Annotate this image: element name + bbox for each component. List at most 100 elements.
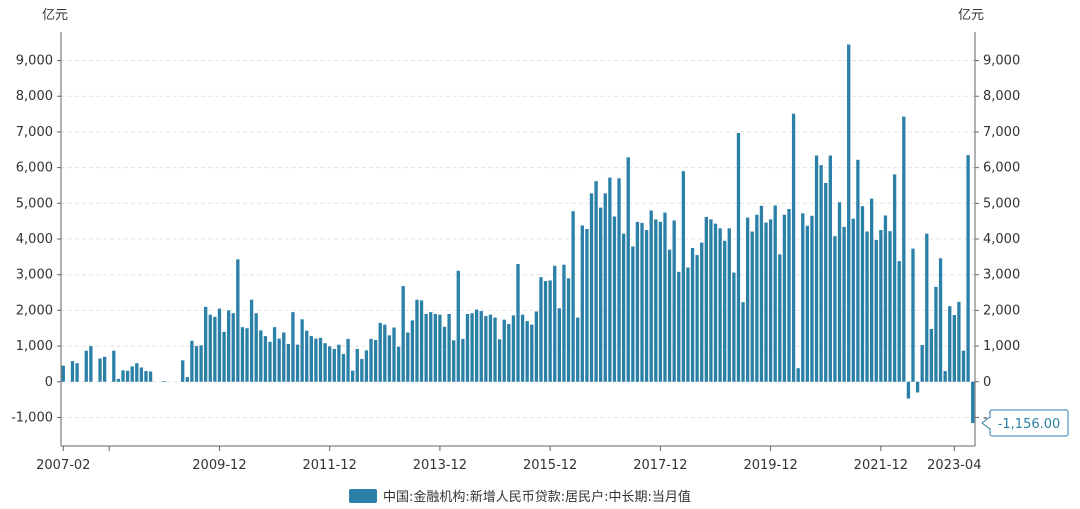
bar[interactable] (814, 155, 819, 382)
bar[interactable] (351, 370, 355, 382)
bar[interactable] (488, 314, 493, 382)
bar[interactable] (516, 263, 520, 382)
bar[interactable] (438, 314, 442, 382)
bar[interactable] (217, 308, 222, 382)
bar[interactable] (750, 231, 754, 382)
bar[interactable] (364, 350, 369, 382)
bar[interactable] (70, 361, 75, 382)
bar[interactable] (626, 157, 630, 382)
bar[interactable] (971, 381, 975, 424)
bar[interactable] (125, 370, 130, 382)
bar[interactable] (755, 214, 759, 382)
bar[interactable] (920, 345, 924, 382)
bar[interactable] (654, 219, 658, 382)
bar[interactable] (713, 223, 718, 382)
bar[interactable] (686, 267, 690, 382)
bar[interactable] (768, 219, 773, 382)
bar[interactable] (208, 314, 212, 382)
bar[interactable] (424, 313, 428, 382)
bar[interactable] (406, 332, 410, 382)
bar[interactable] (883, 215, 888, 382)
bar[interactable] (534, 311, 539, 382)
bar[interactable] (727, 228, 731, 382)
bar[interactable] (667, 249, 672, 382)
bar[interactable] (796, 368, 800, 382)
bar[interactable] (732, 272, 736, 382)
bar[interactable] (617, 178, 621, 382)
bar[interactable] (511, 315, 516, 382)
bar[interactable] (548, 280, 552, 382)
bar[interactable] (199, 345, 203, 382)
bar[interactable] (966, 155, 970, 382)
bar[interactable] (497, 339, 502, 382)
bar[interactable] (833, 236, 837, 382)
bar[interactable] (341, 353, 346, 382)
bar[interactable] (300, 319, 304, 382)
bar[interactable] (222, 331, 226, 382)
bar[interactable] (456, 270, 460, 382)
bar[interactable] (736, 133, 741, 382)
bar[interactable] (911, 248, 915, 382)
bar[interactable] (295, 344, 300, 382)
bar[interactable] (475, 309, 479, 382)
bar[interactable] (249, 299, 254, 382)
bar[interactable] (112, 350, 116, 382)
bar[interactable] (429, 312, 433, 382)
bar[interactable] (608, 177, 612, 382)
bar[interactable] (346, 338, 350, 382)
bar[interactable] (801, 213, 805, 382)
bar[interactable] (116, 378, 121, 382)
bar[interactable] (84, 350, 88, 382)
bar[interactable] (805, 225, 810, 382)
bar[interactable] (181, 360, 185, 382)
bar[interactable] (723, 240, 727, 382)
bar[interactable] (121, 370, 125, 382)
bar[interactable] (837, 202, 842, 382)
bar[interactable] (479, 311, 483, 382)
bar[interactable] (709, 219, 713, 382)
bar[interactable] (557, 308, 561, 382)
bar[interactable] (102, 356, 107, 382)
bar[interactable] (603, 193, 607, 382)
bar[interactable] (493, 317, 497, 382)
bar[interactable] (135, 363, 139, 382)
bar[interactable] (484, 316, 488, 382)
bar[interactable] (672, 220, 676, 382)
bar[interactable] (144, 371, 148, 382)
bar[interactable] (865, 231, 869, 382)
bar[interactable] (282, 332, 286, 382)
bar[interactable] (929, 328, 934, 382)
bar[interactable] (690, 247, 695, 382)
bar[interactable] (396, 346, 401, 382)
bar[interactable] (658, 221, 663, 382)
bar[interactable] (787, 209, 791, 382)
bar[interactable] (925, 233, 929, 382)
bar[interactable] (819, 165, 823, 382)
bar[interactable] (778, 254, 782, 382)
bar[interactable] (824, 182, 828, 382)
bar[interactable] (635, 221, 640, 382)
bar[interactable] (369, 338, 373, 382)
bar[interactable] (576, 317, 580, 382)
bar[interactable] (856, 159, 860, 382)
bar[interactable] (915, 381, 920, 393)
bar[interactable] (539, 277, 543, 382)
bar[interactable] (594, 181, 598, 382)
bar[interactable] (410, 320, 415, 382)
bar[interactable] (309, 336, 313, 382)
bar[interactable] (392, 327, 396, 382)
bar[interactable] (337, 344, 341, 382)
bar[interactable] (263, 336, 268, 382)
legend[interactable]: 中国:金融机构:新增人民币贷款:居民户:中长期:当月值 (349, 489, 691, 505)
bar[interactable] (401, 286, 405, 382)
bar[interactable] (649, 210, 653, 382)
bar[interactable] (89, 346, 93, 382)
bar[interactable] (433, 313, 437, 382)
bar[interactable] (764, 222, 768, 382)
bar[interactable] (194, 346, 199, 382)
bar[interactable] (318, 337, 323, 382)
bar[interactable] (236, 259, 240, 382)
bar[interactable] (759, 205, 764, 382)
bar[interactable] (892, 174, 897, 382)
bar[interactable] (525, 321, 529, 382)
